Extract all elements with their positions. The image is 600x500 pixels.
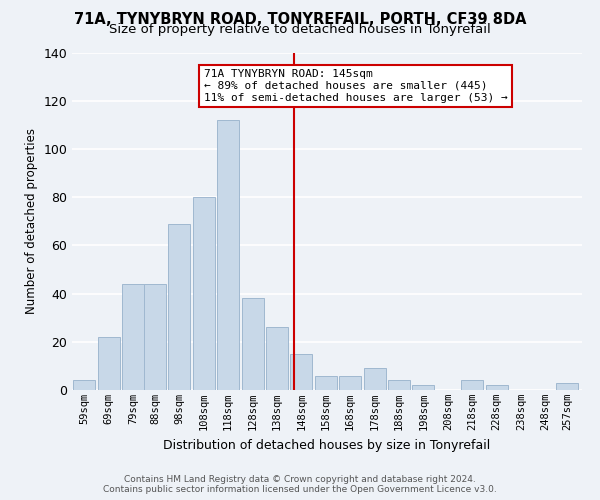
Bar [217, 120, 239, 390]
Y-axis label: Number of detached properties: Number of detached properties [25, 128, 38, 314]
Bar [556, 383, 578, 390]
Bar [73, 380, 95, 390]
Bar [98, 337, 119, 390]
Bar [388, 380, 410, 390]
Text: 71A TYNYBRYN ROAD: 145sqm
← 89% of detached houses are smaller (445)
11% of semi: 71A TYNYBRYN ROAD: 145sqm ← 89% of detac… [204, 70, 508, 102]
Text: Size of property relative to detached houses in Tonyrefail: Size of property relative to detached ho… [109, 24, 491, 36]
Bar [144, 284, 166, 390]
Bar [266, 328, 288, 390]
Bar [169, 224, 190, 390]
Text: 71A, TYNYBRYN ROAD, TONYREFAIL, PORTH, CF39 8DA: 71A, TYNYBRYN ROAD, TONYREFAIL, PORTH, C… [74, 12, 526, 28]
Bar [315, 376, 337, 390]
Bar [242, 298, 263, 390]
X-axis label: Distribution of detached houses by size in Tonyrefail: Distribution of detached houses by size … [163, 438, 491, 452]
Bar [412, 385, 434, 390]
Bar [485, 385, 508, 390]
Bar [290, 354, 313, 390]
Bar [364, 368, 386, 390]
Bar [339, 376, 361, 390]
Bar [193, 197, 215, 390]
Text: Contains HM Land Registry data © Crown copyright and database right 2024.
Contai: Contains HM Land Registry data © Crown c… [103, 474, 497, 494]
Bar [461, 380, 483, 390]
Bar [122, 284, 144, 390]
